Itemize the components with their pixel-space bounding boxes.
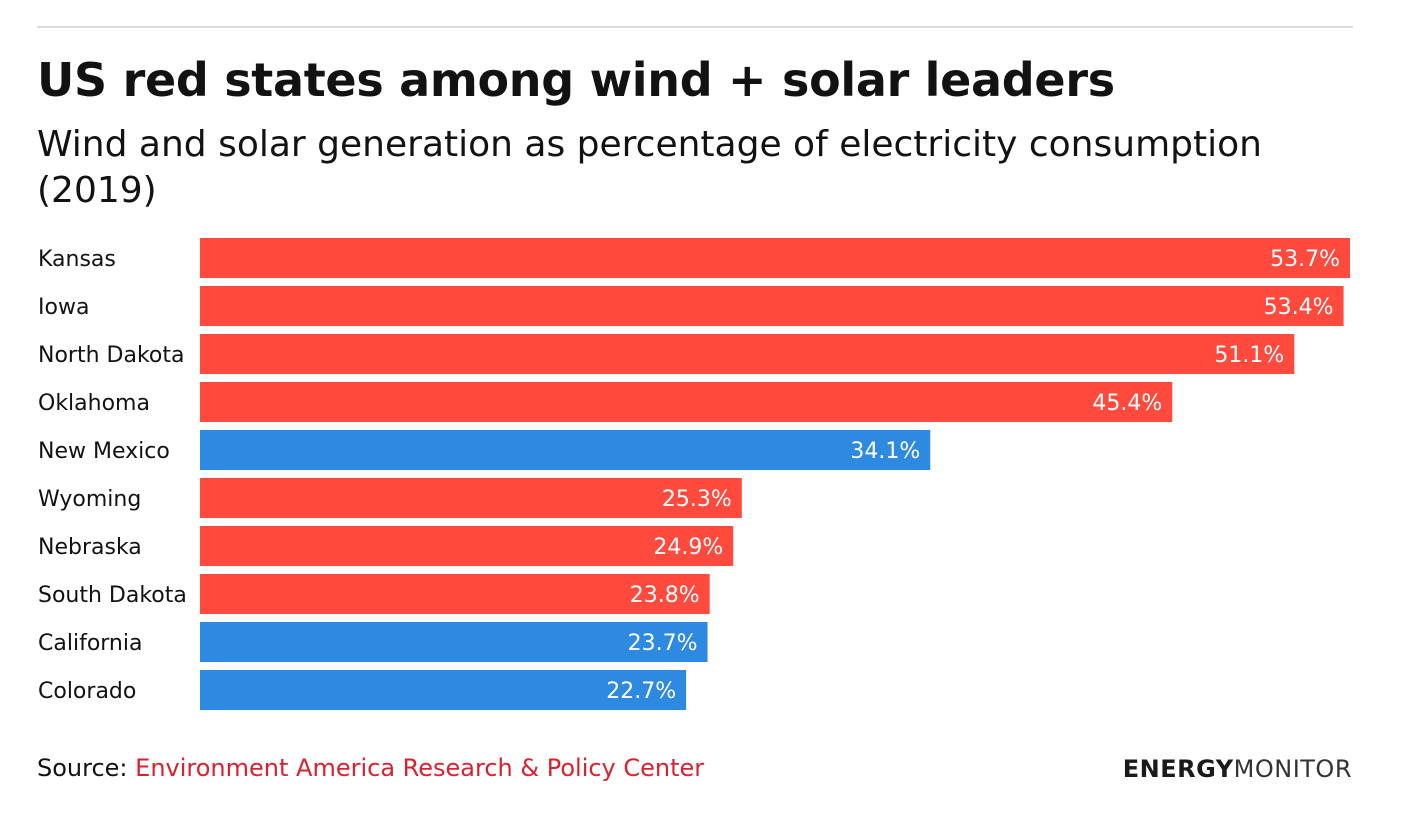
top-divider [37,26,1353,28]
category-label-kansas: Kansas [38,247,116,272]
category-label-wyoming: Wyoming [38,487,141,512]
category-label-iowa: Iowa [38,295,89,320]
value-label-north-dakota: 51.1% [1214,343,1284,368]
bar-california [200,622,708,662]
source-label: Source: [37,754,136,782]
bar-colorado [200,670,687,710]
bar-new-mexico [200,430,931,470]
value-label-kansas: 53.7% [1270,247,1340,272]
chart-title: US red states among wind + solar leaders [37,53,1115,107]
category-label-nebraska: Nebraska [38,535,142,560]
bar-wyoming [200,478,742,518]
bar-oklahoma [200,382,1173,422]
bar-nebraska [200,526,734,566]
bar-kansas [200,238,1350,278]
category-label-oklahoma: Oklahoma [38,391,150,416]
chart-subtitle: Wind and solar generation as percentage … [37,124,1262,211]
category-label-california: California [38,631,142,656]
brand-logo-energy: ENERGY [1122,755,1234,783]
value-label-new-mexico: 34.1% [850,439,920,464]
bar-north-dakota [200,334,1295,374]
bar-south-dakota [200,574,710,614]
category-label-north-dakota: North Dakota [38,343,184,368]
value-label-iowa: 53.4% [1264,295,1334,320]
category-label-south-dakota: South Dakota [38,583,187,608]
category-label-colorado: Colorado [38,679,136,704]
value-label-south-dakota: 23.8% [630,583,700,608]
bar-iowa [200,286,1344,326]
brand-logo: ENERGYMONITOR [1123,754,1352,784]
category-label-new-mexico: New Mexico [38,439,170,464]
source-link[interactable]: Environment America Research & Policy Ce… [135,754,705,782]
brand-logo-monitor: MONITOR [1233,755,1352,783]
value-label-nebraska: 24.9% [653,535,723,560]
source-line: Source: Environment America Research & P… [37,752,704,784]
bar-chart: Kansas 53.7% Iowa 53.4% North Dakota 51.1% Okl… [38,238,1350,710]
value-label-wyoming: 25.3% [662,487,732,512]
value-label-california: 23.7% [628,631,698,656]
value-label-oklahoma: 45.4% [1092,391,1162,416]
value-label-colorado: 22.7% [606,679,676,704]
